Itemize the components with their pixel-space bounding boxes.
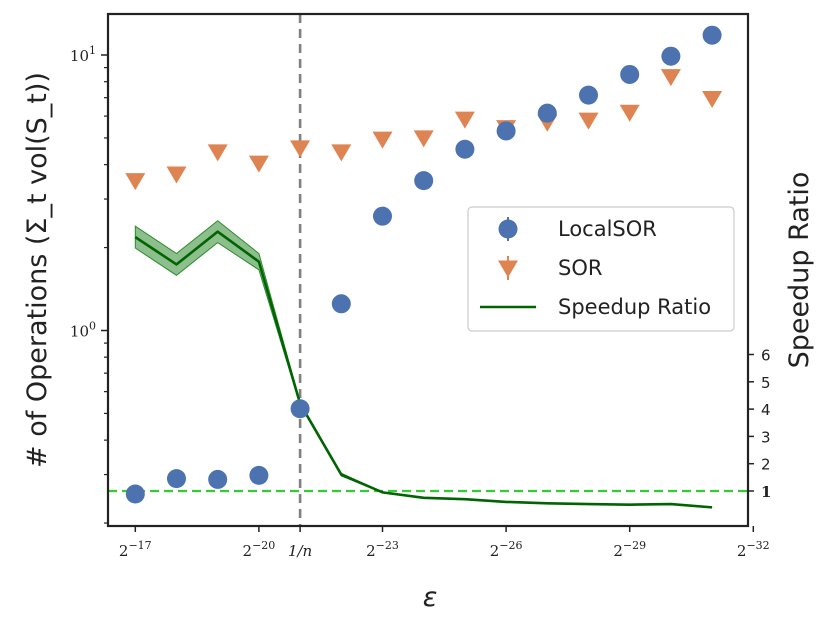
sor-point xyxy=(413,130,434,148)
sor-point xyxy=(372,131,393,149)
y2-tick-label: 6 xyxy=(761,347,771,365)
y2-axis-label: Speedup Ratio xyxy=(784,172,815,369)
y2-tick-label: 4 xyxy=(761,401,771,419)
sor-point xyxy=(331,144,352,162)
localsor-point xyxy=(661,46,681,66)
x-tick-label-1-over-n: 1/n xyxy=(288,542,312,560)
sor-point xyxy=(454,111,475,129)
legend: LocalSOR SOR Speedup Ratio xyxy=(467,206,735,332)
localsor-point xyxy=(249,465,269,485)
localsor-point xyxy=(331,294,351,314)
x-tick-label: 2−23 xyxy=(366,539,399,560)
legend-box xyxy=(467,206,735,332)
sor-point xyxy=(619,104,640,122)
speedup-ratio-line xyxy=(134,230,713,509)
legend-sor-marker xyxy=(498,260,518,278)
sor-point xyxy=(290,140,311,158)
markers-layer xyxy=(125,25,723,504)
sor-point xyxy=(702,91,723,109)
sor-point xyxy=(125,173,146,191)
speedup-line-layer xyxy=(134,230,713,509)
y-tick-label: 100 xyxy=(70,320,96,341)
localsor-point xyxy=(702,25,722,45)
sor-point xyxy=(578,112,599,130)
y2-tick-label: 1 xyxy=(761,483,771,501)
localsor-point xyxy=(496,121,516,141)
sor-point xyxy=(660,69,681,87)
x-tick-label: 2−32 xyxy=(737,539,770,560)
localsor-point xyxy=(208,469,228,489)
localsor-point xyxy=(125,484,145,504)
localsor-point xyxy=(455,139,475,159)
reference-lines-layer xyxy=(108,14,748,526)
x-tick-label: 2−17 xyxy=(119,539,152,560)
plot-frame xyxy=(106,12,750,528)
legend-label: LocalSOR xyxy=(558,217,657,241)
localsor-point xyxy=(537,103,557,123)
x-tick-label: 2−26 xyxy=(490,539,523,560)
axes-frame-layer xyxy=(106,12,750,528)
localsor-point xyxy=(579,85,598,105)
localsor-point xyxy=(167,469,186,489)
sor-point xyxy=(207,144,228,162)
legend-label: SOR xyxy=(558,256,602,280)
y2-tick-label: 3 xyxy=(761,428,771,446)
x-axis-label: ε xyxy=(423,582,438,613)
y-tick-label: 101 xyxy=(70,44,96,65)
y2-tick-label: 5 xyxy=(761,374,771,392)
localsor-point xyxy=(620,64,640,84)
x-tick-label: 2−20 xyxy=(243,539,276,560)
sor-point xyxy=(248,155,269,173)
localsor-point xyxy=(373,206,392,226)
sor-point xyxy=(166,166,187,184)
y2-tick-label: 2 xyxy=(761,456,771,474)
x-tick-label: 2−29 xyxy=(613,539,646,560)
ticks-layer: 2−17 2−20 2−23 2−26 2−29 2−32 1/n 100 101 1 2 3 4 5 6 xyxy=(70,44,772,560)
legend-label: Speedup Ratio xyxy=(558,295,711,319)
y-axis-label: # of Operations (Σ_t vol(S_t)) xyxy=(22,72,53,468)
legend-localsor-marker xyxy=(498,219,518,239)
localsor-point xyxy=(290,399,310,419)
axis-labels-layer: ε # of Operations (Σ_t vol(S_t)) Speedup R… xyxy=(22,72,815,613)
localsor-point xyxy=(414,171,434,191)
